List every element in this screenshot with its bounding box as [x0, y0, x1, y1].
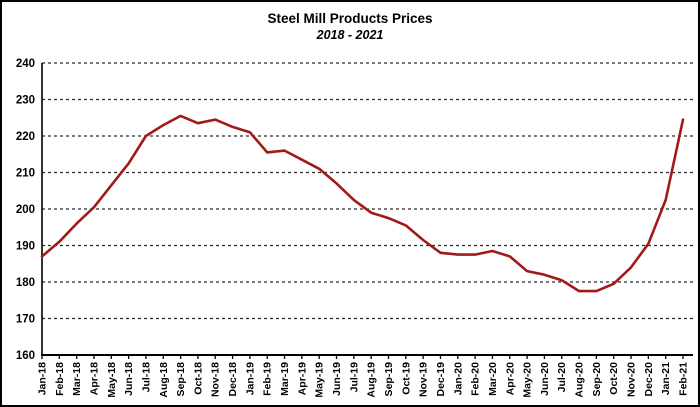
svg-text:Sep-19: Sep-19	[383, 362, 395, 397]
svg-text:Mar-19: Mar-19	[279, 362, 291, 396]
svg-text:Apr-19: Apr-19	[296, 362, 308, 395]
y-axis-labels: 160 170 180 190 200 210 220 230 240	[16, 58, 35, 362]
svg-text:Dec-18: Dec-18	[227, 362, 239, 397]
svg-text:Feb-20: Feb-20	[470, 362, 482, 396]
svg-text:Apr-18: Apr-18	[88, 362, 100, 395]
x-axis-ticks	[41, 355, 684, 359]
svg-text:Mar-20: Mar-20	[487, 362, 499, 396]
svg-text:May-20: May-20	[522, 362, 534, 398]
svg-text:Feb-18: Feb-18	[54, 362, 66, 396]
svg-text:Jul-19: Jul-19	[348, 362, 360, 393]
svg-text:Dec-19: Dec-19	[435, 362, 447, 397]
svg-text:Dec-20: Dec-20	[643, 362, 655, 397]
svg-text:Aug-20: Aug-20	[574, 362, 586, 398]
svg-text:Feb-19: Feb-19	[262, 362, 274, 396]
svg-text:190: 190	[16, 241, 35, 253]
price-line-series-1	[40, 114, 685, 293]
svg-text:200: 200	[16, 204, 35, 216]
svg-text:Jan-19: Jan-19	[244, 362, 256, 395]
svg-text:Jan-21: Jan-21	[660, 362, 672, 395]
svg-text:160: 160	[16, 350, 35, 362]
svg-text:Mar-18: Mar-18	[71, 362, 83, 396]
svg-text:Aug-19: Aug-19	[366, 362, 378, 398]
svg-text:Oct-19: Oct-19	[400, 362, 412, 395]
svg-text:May-18: May-18	[106, 362, 118, 398]
svg-text:Jan-20: Jan-20	[452, 362, 464, 395]
svg-text:170: 170	[16, 314, 35, 326]
x-axis-labels: Jan-18 Feb-18 Mar-18 Apr-18 May-18 Jun-18 Jul-…	[37, 362, 690, 398]
svg-text:Nov-20: Nov-20	[626, 362, 638, 397]
svg-text:210: 210	[16, 168, 35, 180]
svg-text:Jul-18: Jul-18	[140, 362, 152, 393]
svg-text:Feb-21: Feb-21	[678, 362, 690, 396]
svg-text:Apr-20: Apr-20	[504, 362, 516, 395]
svg-text:Jul-20: Jul-20	[556, 362, 568, 393]
svg-text:220: 220	[16, 131, 35, 143]
axes	[41, 63, 693, 356]
svg-text:230: 230	[16, 95, 35, 107]
svg-text:Sep-20: Sep-20	[591, 362, 603, 397]
svg-text:Sep-18: Sep-18	[175, 362, 187, 397]
svg-text:Jun-20: Jun-20	[539, 362, 551, 396]
svg-text:Oct-18: Oct-18	[192, 362, 204, 395]
svg-text:Jun-18: Jun-18	[123, 362, 135, 396]
svg-text:Aug-18: Aug-18	[158, 362, 170, 398]
y-gridlines	[42, 62, 693, 320]
svg-text:Jun-19: Jun-19	[331, 362, 343, 396]
svg-text:Oct-20: Oct-20	[608, 362, 620, 395]
svg-text:Jan-18: Jan-18	[37, 362, 49, 395]
svg-text:May-19: May-19	[314, 362, 326, 398]
svg-text:Nov-19: Nov-19	[418, 362, 430, 397]
svg-text:Nov-18: Nov-18	[210, 362, 222, 397]
svg-text:240: 240	[16, 58, 35, 70]
svg-text:180: 180	[16, 277, 35, 289]
